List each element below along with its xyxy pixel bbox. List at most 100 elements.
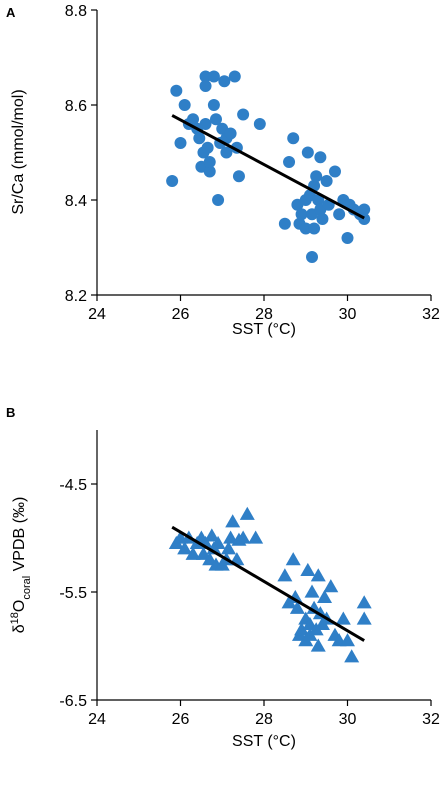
data-point: [166, 175, 179, 187]
data-point: [344, 649, 360, 663]
data-point: [358, 203, 371, 216]
data-point: [287, 589, 303, 604]
data-point: [316, 213, 329, 225]
x-tick-label: 32: [422, 711, 440, 728]
data-point: [335, 611, 351, 625]
x-tick-label: 26: [172, 306, 190, 323]
panel-a-x-ticks: 24 26 28 30 32: [88, 295, 440, 323]
panel-b-points: [168, 506, 372, 663]
data-point: [312, 194, 325, 206]
panel-b: B -4.5 -5.5 -6.5 24 26 28 30 32 SST (°C) δ18Oc…: [6, 405, 440, 750]
panel-a-letter: A: [6, 5, 16, 20]
data-point: [207, 99, 220, 111]
data-point: [314, 151, 327, 164]
x-tick-label: 24: [88, 711, 106, 728]
data-point: [310, 638, 326, 652]
data-point: [220, 146, 233, 159]
panel-a-x-axis-title: SST (°C): [232, 321, 296, 338]
data-point: [174, 137, 187, 149]
data-point: [248, 530, 264, 544]
data-point: [308, 222, 321, 235]
data-point: [177, 541, 193, 555]
data-point: [323, 579, 339, 593]
data-point: [193, 132, 206, 145]
x-tick-label: 32: [422, 306, 440, 323]
data-point: [223, 530, 239, 544]
x-tick-label: 28: [255, 711, 273, 728]
panel-b-trendline: [171, 525, 365, 642]
data-point: [235, 530, 251, 544]
data-point: [199, 80, 212, 92]
data-point: [224, 127, 237, 140]
panel-b-y-ticks: -4.5 -5.5 -6.5: [59, 477, 97, 710]
data-point: [356, 595, 372, 609]
data-point: [225, 514, 241, 528]
data-point: [209, 113, 222, 126]
y-tick-label: -5.5: [59, 585, 87, 602]
data-point: [277, 568, 293, 582]
data-point: [199, 118, 212, 130]
y-tick-label: 8.4: [65, 193, 87, 210]
data-point: [340, 633, 355, 647]
data-point: [310, 568, 326, 582]
data-point: [287, 132, 300, 145]
data-point: [328, 165, 341, 178]
x-tick-label: 26: [172, 711, 190, 728]
panel-a-y-ticks: 8.2 8.4 8.6 8.8: [65, 3, 97, 305]
data-point: [207, 70, 220, 83]
data-point: [201, 141, 214, 154]
panel-a-trendline: [171, 114, 365, 220]
data-point: [203, 156, 216, 168]
data-point: [253, 118, 266, 130]
data-point: [285, 552, 301, 566]
data-point: [289, 600, 305, 614]
y-tick-label: 8.2: [65, 288, 87, 305]
data-point: [185, 546, 201, 560]
data-point: [320, 175, 333, 187]
panel-b-y-axis-title-o: O: [11, 600, 28, 612]
data-point: [333, 208, 346, 221]
data-point: [341, 232, 354, 244]
data-point: [356, 611, 372, 625]
panel-b-x-ticks: 24 26 28 30 32: [88, 700, 440, 728]
data-point: [239, 506, 255, 520]
data-point: [204, 528, 220, 542]
x-tick-label: 24: [88, 306, 106, 323]
data-point: [306, 251, 319, 263]
y-tick-label: 8.6: [65, 98, 87, 115]
data-point: [170, 84, 183, 97]
panel-b-y-axis-title-delta: δ: [11, 624, 28, 633]
panel-b-y-axis-title: δ18Ocoral VPDB (‰): [9, 497, 33, 634]
data-point: [237, 108, 250, 121]
panel-a: A 8.2 8.4 8.6 8.8 24 26 28 30 32 SST (°C) Sr/Ca…: [6, 3, 440, 338]
data-point: [212, 194, 225, 206]
data-point: [310, 170, 323, 183]
x-tick-label: 30: [339, 711, 357, 728]
data-point: [203, 165, 216, 178]
data-point: [228, 70, 241, 83]
data-point: [187, 113, 200, 126]
y-tick-label: -4.5: [59, 477, 87, 494]
data-point: [295, 208, 308, 221]
data-point: [283, 156, 296, 168]
panel-b-x-axis-title: SST (°C): [232, 733, 296, 750]
panel-b-y-axis-title-18: 18: [9, 612, 21, 624]
panel-b-letter: B: [6, 405, 15, 420]
x-tick-label: 30: [339, 306, 357, 323]
y-tick-label: -6.5: [59, 693, 87, 710]
data-point: [232, 170, 245, 183]
panel-a-y-axis-title: Sr/Ca (mmol/mol): [10, 89, 27, 214]
y-tick-label: 8.8: [65, 3, 87, 20]
data-point: [218, 75, 231, 88]
x-tick-label: 28: [255, 306, 273, 323]
panel-b-y-axis-title-vpdb: VPDB (‰): [11, 497, 28, 576]
data-point: [210, 535, 226, 550]
panel-b-y-axis-title-coral: coral: [21, 576, 33, 600]
data-point: [294, 622, 310, 636]
data-point: [278, 217, 291, 230]
data-point: [317, 589, 333, 604]
data-point: [299, 222, 312, 235]
data-point: [221, 541, 237, 555]
data-point: [178, 99, 191, 111]
